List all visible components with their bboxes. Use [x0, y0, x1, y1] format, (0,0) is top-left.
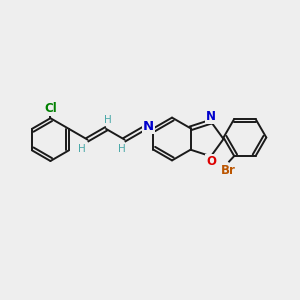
Text: H: H [103, 115, 111, 125]
Text: H: H [118, 143, 126, 154]
Text: N: N [206, 110, 216, 123]
Text: Cl: Cl [44, 102, 57, 115]
Text: O: O [206, 155, 216, 168]
Text: N: N [143, 120, 154, 133]
Text: Br: Br [220, 164, 236, 177]
Text: H: H [78, 143, 86, 154]
